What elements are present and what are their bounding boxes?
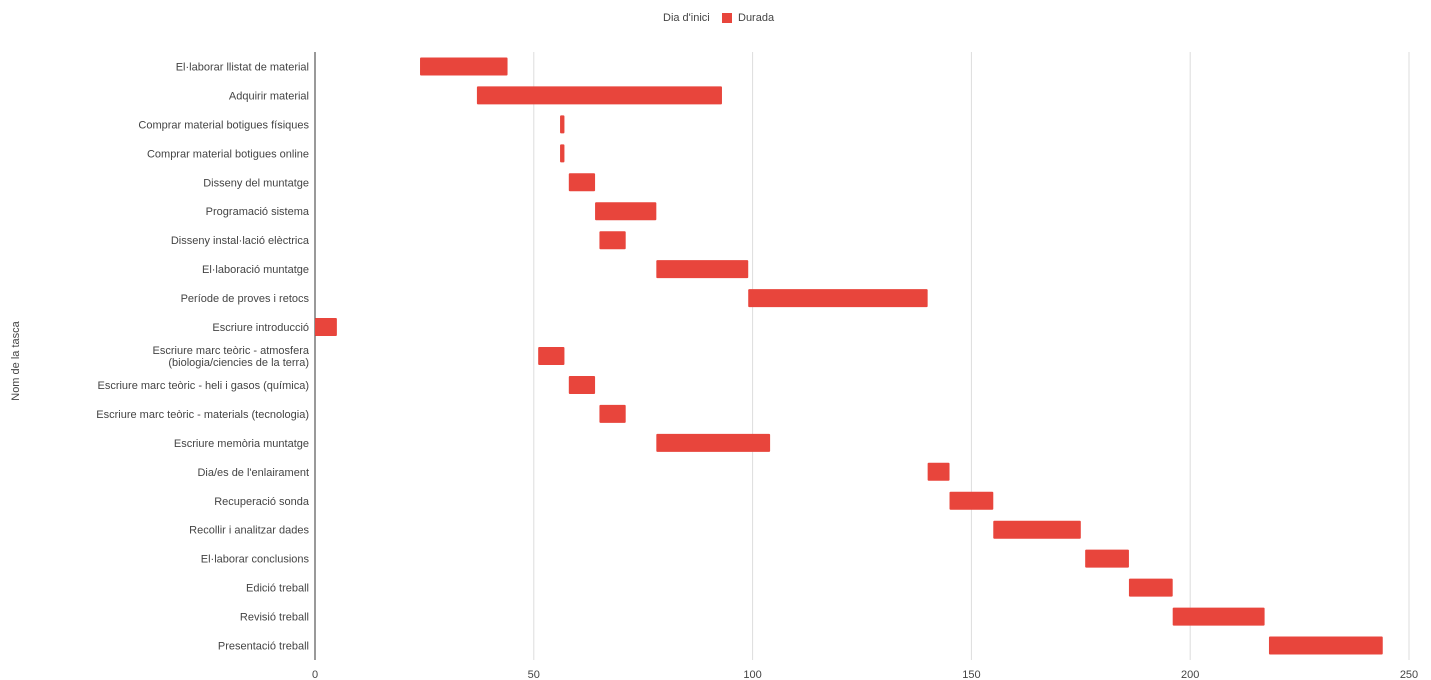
bar-duration bbox=[1172, 607, 1265, 626]
bar-duration bbox=[538, 347, 565, 365]
bars bbox=[315, 57, 1383, 655]
bar-duration bbox=[748, 289, 928, 308]
category-label: Disseny instal·lació elèctrica bbox=[171, 235, 310, 247]
x-tick-labels: 0 50 100 150 200 250 bbox=[312, 669, 1418, 680]
bar-duration bbox=[993, 520, 1081, 539]
legend-label-duration: Durada bbox=[738, 12, 775, 24]
bar-duration bbox=[560, 144, 565, 163]
bar-duration bbox=[1268, 636, 1383, 655]
bar-duration bbox=[595, 202, 657, 221]
category-label: Disseny del muntatge bbox=[203, 177, 309, 189]
category-label: Escriure introducció bbox=[212, 322, 309, 334]
bar-duration bbox=[315, 318, 337, 337]
legend-swatch-duration bbox=[722, 13, 732, 23]
category-label: Comprar material botigues físiques bbox=[138, 119, 309, 131]
bar-duration bbox=[949, 491, 994, 510]
category-label: Edició treball bbox=[246, 583, 309, 595]
category-label: Dia/es de l'enlairament bbox=[197, 467, 309, 479]
bar-duration bbox=[599, 404, 626, 423]
x-tick-label: 200 bbox=[1181, 669, 1199, 680]
bar-duration bbox=[656, 433, 771, 452]
category-label: Presentació treball bbox=[218, 641, 309, 653]
category-label: Recollir i analitzar dades bbox=[189, 525, 309, 537]
category-label: Escriure memòria muntatge bbox=[174, 438, 309, 450]
category-label: Comprar material botigues online bbox=[147, 148, 309, 160]
x-tick-label: 250 bbox=[1400, 669, 1418, 680]
bar-duration bbox=[568, 173, 596, 192]
category-label: Recuperació sonda bbox=[214, 496, 310, 508]
x-tick-label: 100 bbox=[743, 669, 761, 680]
x-tick-label: 50 bbox=[528, 669, 540, 680]
category-labels: El·laborar llistat de material Adquirir m… bbox=[96, 61, 310, 652]
x-tick-label: 0 bbox=[312, 669, 318, 680]
category-label: Programació sistema bbox=[206, 206, 310, 218]
category-label: Adquirir material bbox=[229, 90, 309, 102]
bar-duration bbox=[476, 86, 722, 105]
bar-duration bbox=[927, 462, 950, 481]
category-label: Escriure marc teòric - atmosfera (biologi… bbox=[153, 345, 310, 369]
bar-duration bbox=[420, 57, 508, 76]
category-label: Escriure marc teòric - heli i gasos (quí… bbox=[97, 380, 309, 392]
category-label: El·laborar llistat de material bbox=[176, 61, 309, 73]
bar-duration bbox=[560, 115, 565, 134]
legend: Dia d'inici Durada bbox=[0, 10, 1431, 26]
bar-duration bbox=[599, 231, 626, 250]
bar-duration bbox=[1128, 578, 1173, 597]
category-label: Revisió treball bbox=[240, 612, 309, 624]
x-tick-label: 150 bbox=[962, 669, 980, 680]
category-label: Període de proves i retocs bbox=[181, 293, 310, 305]
category-label: Escriure marc teòric - materials (tecnol… bbox=[96, 409, 309, 421]
bar-duration bbox=[1085, 549, 1129, 568]
category-label: El·laborar conclusions bbox=[201, 554, 310, 566]
bar-duration bbox=[656, 260, 749, 279]
grid-lines bbox=[314, 52, 1410, 660]
legend-label-start-day: Dia d'inici bbox=[663, 12, 710, 24]
category-label: El·laboració muntatge bbox=[202, 264, 309, 276]
bar-duration bbox=[568, 375, 596, 394]
